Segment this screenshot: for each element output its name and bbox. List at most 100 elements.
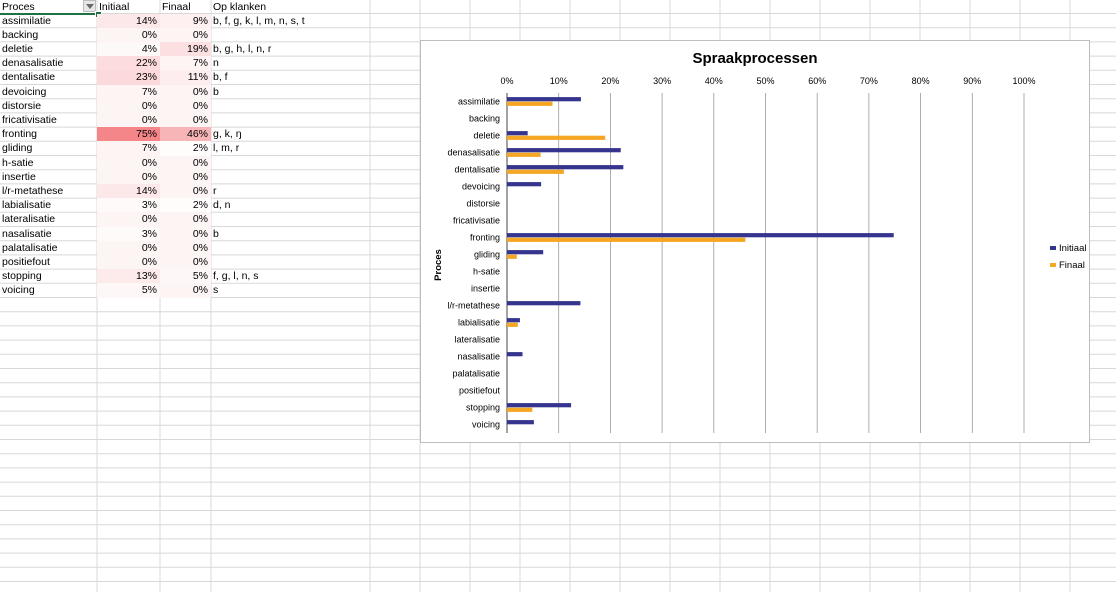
cell-initiaal[interactable]: 0%: [97, 169, 160, 184]
cell-finaal[interactable]: 0%: [160, 255, 211, 270]
cell-finaal[interactable]: 0%: [160, 240, 211, 255]
cell-initiaal[interactable]: 0%: [97, 240, 160, 255]
cell-initiaal[interactable]: 0%: [97, 27, 160, 42]
cell-proces[interactable]: stopping: [2, 270, 42, 283]
cell-op-klanken[interactable]: b, f: [213, 71, 228, 84]
cell-op-klanken[interactable]: [213, 113, 368, 127]
cell-proces[interactable]: gliding: [2, 142, 33, 155]
cell-op-klanken[interactable]: b, g, h, l, n, r: [213, 43, 272, 55]
cell-proces[interactable]: lateralisatie: [2, 213, 56, 226]
cell-initiaal[interactable]: 5%: [97, 283, 160, 298]
cell-proces[interactable]: dentalisatie: [2, 71, 56, 84]
cell-proces[interactable]: denasalisatie: [2, 57, 64, 70]
bar-initiaal[interactable]: [507, 148, 621, 153]
cell-finaal[interactable]: 0%: [160, 226, 211, 241]
header-op-klanken[interactable]: Op klanken: [213, 1, 267, 13]
bar-finaal[interactable]: [507, 254, 517, 259]
cell-proces[interactable]: positiefout: [2, 256, 50, 268]
bar-initiaal[interactable]: [507, 165, 624, 170]
cell-finaal[interactable]: 5%: [160, 269, 211, 284]
cell-initiaal[interactable]: 23%: [97, 70, 160, 85]
header-finaal[interactable]: Finaal: [162, 1, 191, 13]
cell-initiaal[interactable]: 0%: [97, 155, 160, 170]
cell-op-klanken[interactable]: n: [213, 57, 219, 70]
cell-initiaal[interactable]: 3%: [97, 226, 160, 241]
cell-op-klanken[interactable]: f, g, l, n, s: [213, 270, 259, 283]
header-initiaal[interactable]: Initiaal: [99, 1, 130, 13]
bar-finaal[interactable]: [507, 407, 533, 412]
cell-op-klanken[interactable]: g, k, ŋ: [213, 128, 242, 141]
cell-op-klanken[interactable]: b, f, g, k, l, m, n, s, t: [213, 14, 305, 27]
cell-finaal[interactable]: 0%: [160, 283, 211, 298]
cell-finaal[interactable]: 0%: [160, 155, 211, 170]
cell-op-klanken[interactable]: [213, 28, 368, 42]
bar-initiaal[interactable]: [507, 352, 523, 357]
filter-dropdown-icon[interactable]: [83, 0, 96, 12]
cell-finaal[interactable]: 0%: [160, 169, 211, 184]
cell-op-klanken[interactable]: [213, 170, 368, 184]
cell-initiaal[interactable]: 7%: [97, 141, 160, 156]
cell-finaal[interactable]: 19%: [160, 42, 211, 57]
cell-proces[interactable]: palatalisatie: [2, 241, 58, 254]
bar-initiaal[interactable]: [507, 420, 534, 425]
cell-finaal[interactable]: 11%: [160, 70, 211, 85]
cell-proces[interactable]: insertie: [2, 170, 36, 183]
cell-op-klanken[interactable]: [213, 255, 368, 269]
cell-finaal[interactable]: 0%: [160, 27, 211, 42]
cell-proces[interactable]: devoicing: [2, 85, 47, 98]
cell-finaal[interactable]: 0%: [160, 98, 211, 113]
cell-proces[interactable]: assimilatie: [2, 14, 52, 27]
chart-area[interactable]: Spraakprocessen 0% 10% 20% 30% 40% 50% 60% 70% 8…: [420, 40, 1090, 443]
cell-initiaal[interactable]: 0%: [97, 98, 160, 113]
cell-proces[interactable]: l/r-metathese: [2, 185, 64, 197]
cell-finaal[interactable]: 9%: [160, 13, 211, 28]
cell-initiaal[interactable]: 0%: [97, 113, 160, 128]
cell-proces[interactable]: deletie: [2, 43, 33, 55]
cell-initiaal[interactable]: 3%: [97, 198, 160, 213]
cell-finaal[interactable]: 0%: [160, 113, 211, 128]
cell-op-klanken[interactable]: [213, 212, 368, 226]
cell-op-klanken[interactable]: [213, 241, 368, 255]
cell-initiaal[interactable]: 0%: [97, 212, 160, 227]
bar-finaal[interactable]: [507, 237, 746, 242]
cell-initiaal[interactable]: 75%: [97, 127, 160, 142]
cell-finaal[interactable]: 2%: [160, 141, 211, 156]
bar-initiaal[interactable]: [507, 301, 581, 306]
cell-proces[interactable]: labialisatie: [2, 199, 52, 212]
cell-finaal[interactable]: 0%: [160, 212, 211, 227]
bar-finaal[interactable]: [507, 152, 541, 157]
cell-finaal[interactable]: 2%: [160, 198, 211, 213]
cell-proces[interactable]: nasalisatie: [2, 227, 52, 240]
cell-initiaal[interactable]: 0%: [97, 255, 160, 270]
cell-op-klanken[interactable]: l, m, r: [213, 142, 240, 155]
cell-op-klanken[interactable]: d, n: [213, 199, 231, 212]
cell-proces[interactable]: backing: [2, 28, 39, 41]
bar-finaal[interactable]: [507, 169, 564, 174]
bar-initiaal[interactable]: [507, 182, 542, 187]
cell-proces[interactable]: fricativisatie: [2, 114, 57, 126]
bar-initiaal[interactable]: [507, 97, 581, 102]
bar-initiaal[interactable]: [507, 403, 572, 408]
cell-initiaal[interactable]: 22%: [97, 56, 160, 71]
bar-initiaal[interactable]: [507, 250, 544, 255]
bar-initiaal[interactable]: [507, 233, 894, 238]
cell-proces[interactable]: voicing: [2, 284, 35, 297]
cell-finaal[interactable]: 7%: [160, 56, 211, 71]
cell-op-klanken[interactable]: [213, 99, 368, 113]
cell-op-klanken[interactable]: [213, 156, 368, 170]
cell-proces[interactable]: distorsie: [2, 99, 42, 112]
cell-initiaal[interactable]: 14%: [97, 13, 160, 28]
header-proces[interactable]: Proces: [2, 1, 35, 13]
cell-op-klanken[interactable]: r: [213, 185, 217, 197]
bar-initiaal[interactable]: [507, 131, 528, 136]
cell-initiaal[interactable]: 13%: [97, 269, 160, 284]
cell-initiaal[interactable]: 14%: [97, 184, 160, 199]
cell-op-klanken[interactable]: b: [213, 227, 219, 240]
bar-initiaal[interactable]: [507, 318, 520, 323]
cell-op-klanken[interactable]: s: [213, 284, 219, 297]
cell-finaal[interactable]: 0%: [160, 84, 211, 99]
bar-finaal[interactable]: [507, 322, 518, 327]
cell-proces[interactable]: h-satie: [2, 156, 34, 169]
cell-initiaal[interactable]: 7%: [97, 84, 160, 99]
cell-op-klanken[interactable]: b: [213, 85, 219, 98]
